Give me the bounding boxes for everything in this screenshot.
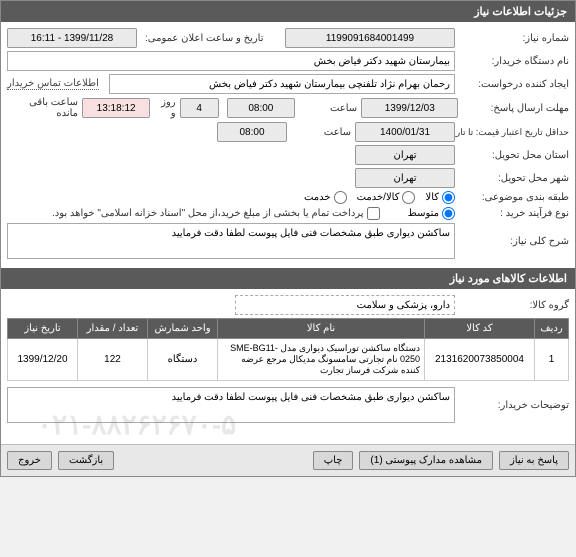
respond-button[interactable]: پاسخ به نیاز xyxy=(499,451,569,470)
label-price-valid: حداقل تاریخ اعتبار قیمت: تا تاریخ: xyxy=(459,127,569,138)
section-header-items: اطلاعات کالاهای مورد نیاز xyxy=(1,268,575,289)
cell-qty: 122 xyxy=(78,339,148,381)
label-buyer-org: نام دستگاه خریدار: xyxy=(459,56,569,67)
field-city: تهران xyxy=(355,168,455,188)
print-button[interactable]: چاپ xyxy=(313,451,354,470)
label-proc-type: نوع فرآیند خرید : xyxy=(459,208,569,219)
label-summary: شرح کلی نیاز: xyxy=(459,236,569,247)
back-button[interactable]: بازگشت xyxy=(58,451,114,470)
field-days-left: 4 xyxy=(180,98,219,118)
cell-idx: 1 xyxy=(535,339,569,381)
footer: پاسخ به نیاز مشاهده مدارک پیوستی (1) چاپ… xyxy=(1,444,575,476)
cell-date: 1399/12/20 xyxy=(8,339,78,381)
field-valid-date: 1400/01/31 xyxy=(355,122,455,142)
label-saat1: ساعت xyxy=(299,103,357,114)
label-remain: ساعت باقی مانده xyxy=(7,97,78,119)
exit-button[interactable]: خروج xyxy=(7,451,52,470)
radio-proc-med-input[interactable] xyxy=(442,207,455,220)
cell-code: 2131620073850004 xyxy=(425,339,535,381)
label-rooz: روز و xyxy=(154,97,175,119)
field-summary: ساکشن دیواری طبق مشخصات فنی فایل پیوست ل… xyxy=(7,223,455,259)
check-treasury-input[interactable] xyxy=(367,207,380,220)
field-req-no: 1199091684001499 xyxy=(285,28,455,48)
radio-service[interactable]: خدمت xyxy=(304,191,347,204)
label-classify: طبقه بندی موضوعی: xyxy=(459,192,569,203)
label-ann-date: تاریخ و ساعت اعلان عمومی: xyxy=(141,33,264,44)
radio-goods-service-input[interactable] xyxy=(402,191,415,204)
attachments-button[interactable]: مشاهده مدارک پیوستی (1) xyxy=(359,451,493,470)
label-buyer-notes: توضیحات خریدار: xyxy=(459,400,569,411)
field-time-left: 13:18:12 xyxy=(82,98,150,118)
section-header-details: جزئیات اطلاعات نیاز xyxy=(1,1,575,22)
field-buyer-org: بیمارستان شهید دکتر فیاض بخش xyxy=(7,51,455,71)
check-treasury[interactable]: پرداخت تمام یا بخشی از مبلغ خرید،از محل … xyxy=(52,207,380,220)
label-creator: ایجاد کننده درخواست: xyxy=(459,79,569,90)
radio-goods-service[interactable]: کالا/خدمت xyxy=(357,191,416,204)
field-resp-time: 08:00 xyxy=(227,98,295,118)
field-valid-time: 08:00 xyxy=(217,122,287,142)
field-province: تهران xyxy=(355,145,455,165)
col-date: تاریخ نیاز xyxy=(8,319,78,339)
table-header-row: ردیف کد کالا نام کالا واحد شمارش تعداد /… xyxy=(8,319,569,339)
label-deliv-city: شهر محل تحویل: xyxy=(459,173,569,184)
field-creator: رحمان بهرام نژاد تلفنچی بیمارستان شهید د… xyxy=(109,74,455,94)
col-name: نام کالا xyxy=(218,319,425,339)
label-deliv-prov: استان محل تحویل: xyxy=(459,150,569,161)
table-row[interactable]: 1 2131620073850004 دستگاه ساکشن توراسیک … xyxy=(8,339,569,381)
radio-service-input[interactable] xyxy=(334,191,347,204)
label-resp-deadline: مهلت ارسال پاسخ: xyxy=(462,103,569,114)
details-window: جزئیات اطلاعات نیاز شماره نیاز: 11990916… xyxy=(0,0,576,477)
col-row: ردیف xyxy=(535,319,569,339)
proc-radio-group: متوسط xyxy=(408,207,455,220)
field-buyer-notes: ساکشن دیواری طبق مشخصات فنی فایل پیوست ل… xyxy=(7,387,455,423)
label-saat2: ساعت xyxy=(291,127,351,138)
contact-link[interactable]: اطلاعات تماس خریدار xyxy=(7,78,99,90)
form-area: شماره نیاز: 1199091684001499 تاریخ و ساع… xyxy=(1,22,575,268)
radio-goods-input[interactable] xyxy=(442,191,455,204)
radio-proc-med[interactable]: متوسط xyxy=(408,207,455,220)
items-table: ردیف کد کالا نام کالا واحد شمارش تعداد /… xyxy=(7,318,569,381)
field-resp-date: 1399/12/03 xyxy=(361,98,458,118)
col-code: کد کالا xyxy=(425,319,535,339)
cell-unit: دستگاه xyxy=(148,339,218,381)
field-group: دارو، پزشکی و سلامت xyxy=(235,295,455,315)
col-unit: واحد شمارش xyxy=(148,319,218,339)
classify-radio-group: کالا کالا/خدمت خدمت xyxy=(304,191,455,204)
field-ann-date: 1399/11/28 - 16:11 xyxy=(7,28,137,48)
cell-name: دستگاه ساکشن توراسیک دیواری مدل SME-BG11… xyxy=(218,339,425,381)
radio-goods[interactable]: کالا xyxy=(425,191,455,204)
col-qty: تعداد / مقدار xyxy=(78,319,148,339)
label-req-no: شماره نیاز: xyxy=(459,33,569,44)
label-group: گروه کالا: xyxy=(459,300,569,311)
treasury-check-group: پرداخت تمام یا بخشی از مبلغ خرید،از محل … xyxy=(52,207,380,220)
